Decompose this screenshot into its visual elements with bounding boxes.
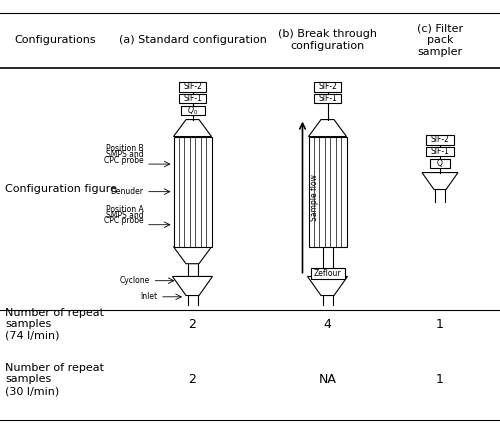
Polygon shape (174, 247, 212, 264)
Text: CPC probe: CPC probe (104, 156, 144, 165)
Text: Zeflour: Zeflour (314, 269, 342, 278)
Text: Number of repeat
samples
(30 l/min): Number of repeat samples (30 l/min) (5, 363, 104, 396)
Text: Cyclone: Cyclone (120, 276, 150, 285)
Bar (430, 159, 450, 168)
Bar (310, 268, 344, 279)
Text: NA: NA (318, 373, 336, 386)
Polygon shape (422, 173, 458, 190)
Text: (c) Filter
pack
sampler: (c) Filter pack sampler (417, 24, 463, 57)
Text: Number of repeat
samples
(74 l/min): Number of repeat samples (74 l/min) (5, 308, 104, 341)
Bar (314, 94, 342, 103)
Bar (426, 147, 454, 156)
Text: Configuration figure: Configuration figure (5, 184, 117, 194)
Text: (a) Standard configuration: (a) Standard configuration (118, 35, 266, 45)
Polygon shape (308, 276, 348, 296)
Text: 4: 4 (324, 318, 332, 331)
Text: SIF-1: SIF-1 (318, 94, 337, 103)
Text: SIF-1: SIF-1 (183, 94, 202, 103)
Bar (174, 137, 212, 247)
Text: Sample flow: Sample flow (310, 174, 319, 220)
Text: Denuder: Denuder (110, 187, 144, 196)
Text: Position A: Position A (106, 205, 144, 214)
Text: SIF-2: SIF-2 (183, 82, 202, 92)
Text: (b) Break through
configuration: (b) Break through configuration (278, 30, 377, 51)
Text: CPC probe: CPC probe (104, 216, 144, 225)
Text: 1: 1 (436, 318, 444, 331)
Text: Inlet: Inlet (140, 292, 158, 301)
Text: 1: 1 (436, 373, 444, 386)
Text: SIF-2: SIF-2 (430, 135, 450, 145)
Text: Configurations: Configurations (14, 35, 96, 45)
Polygon shape (308, 120, 346, 137)
Text: Position B: Position B (106, 145, 144, 153)
Bar (426, 135, 454, 145)
Polygon shape (174, 120, 212, 137)
Bar (314, 82, 342, 92)
Text: $Q_0$: $Q_0$ (187, 104, 198, 117)
Text: SMPS and: SMPS and (106, 211, 144, 220)
Text: SIF-1: SIF-1 (430, 147, 450, 156)
Bar (308, 137, 346, 247)
Text: 2: 2 (188, 373, 196, 386)
Polygon shape (172, 276, 212, 296)
Bar (179, 82, 206, 92)
Text: Q: Q (437, 159, 443, 168)
Text: 2: 2 (188, 318, 196, 331)
Text: SIF-2: SIF-2 (318, 82, 337, 92)
Bar (179, 94, 206, 103)
Text: SMPS and: SMPS and (106, 150, 144, 159)
Bar (180, 106, 204, 115)
